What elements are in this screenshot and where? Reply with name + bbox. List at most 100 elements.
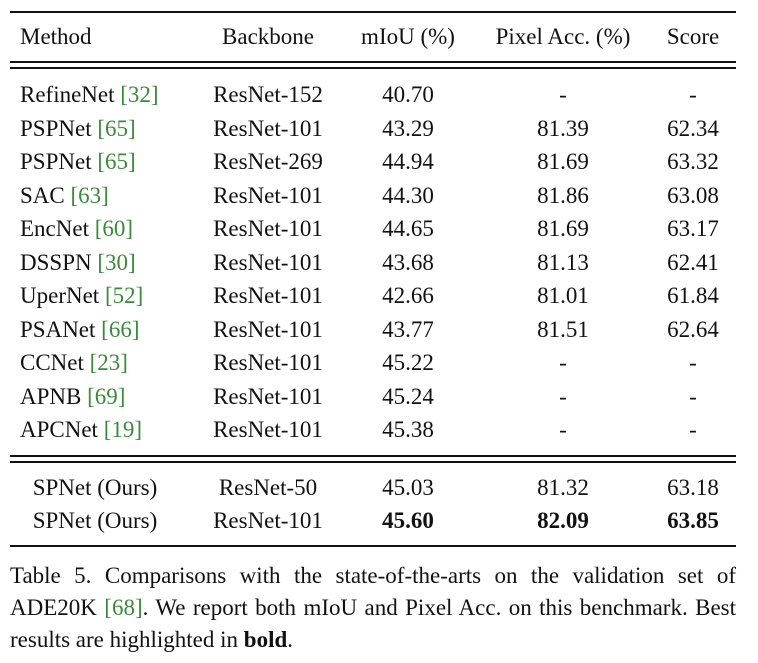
- rule: [10, 61, 736, 63]
- cell-pixel-acc: 81.86: [537, 182, 589, 208]
- method-name: EncNet: [20, 216, 89, 241]
- method-name: PSANet: [20, 316, 96, 342]
- header-cell: Method: [20, 24, 92, 49]
- citation: [23]: [89, 350, 128, 375]
- cell-backbone: ResNet-101: [213, 350, 323, 375]
- cell-backbone: ResNet-101: [213, 283, 323, 308]
- cell-miou: 43.77: [382, 316, 434, 342]
- cell-backbone: ResNet-101: [213, 249, 323, 275]
- cell-method: RefineNet [32]: [20, 80, 159, 110]
- cell-score: 63.08: [667, 182, 719, 208]
- cell-pixel-acc: 81.69: [537, 216, 589, 241]
- cell-miou: 44.94: [382, 149, 434, 174]
- header-cell: Backbone: [222, 24, 314, 49]
- cell-miou: 45.24: [382, 383, 434, 409]
- cell-miou: 42.66: [382, 283, 434, 308]
- method-name: SPNet (Ours): [32, 508, 158, 533]
- cell-miou: 44.65: [382, 216, 434, 241]
- cell-method: CCNet [23]: [20, 348, 128, 378]
- cell-pixel-acc: -: [559, 383, 567, 409]
- cell-pixel-acc: -: [559, 82, 567, 107]
- cell-pixel-acc: 81.32: [537, 475, 589, 500]
- caption-text: . We report both mIoU and Pixel Acc. on …: [10, 595, 736, 652]
- cell-pixel-acc: 81.13: [537, 249, 589, 275]
- method-name: RefineNet: [20, 82, 115, 107]
- cell-backbone: ResNet-101: [213, 115, 323, 141]
- rule: [10, 461, 736, 463]
- cell-backbone: ResNet-101: [213, 417, 323, 442]
- citation: [69]: [87, 383, 126, 409]
- rule: [10, 545, 736, 547]
- method-name: CCNet: [20, 350, 84, 375]
- cell-backbone: ResNet-152: [213, 82, 323, 107]
- cell-score: -: [689, 82, 697, 107]
- citation: [30]: [97, 249, 136, 275]
- citation: [63]: [70, 182, 109, 208]
- cell-backbone: ResNet-101: [213, 216, 323, 241]
- citation: [66]: [101, 316, 140, 342]
- cell-miou: 44.30: [382, 182, 434, 208]
- cell-backbone: ResNet-50: [218, 475, 318, 500]
- cell-miou: 43.68: [382, 249, 434, 275]
- caption-text: .: [287, 627, 294, 652]
- cell-backbone: ResNet-269: [213, 149, 323, 174]
- method-name: APCNet: [20, 417, 98, 442]
- cell-score: 63.17: [667, 216, 719, 241]
- rule: [10, 67, 736, 69]
- cell-backbone: ResNet-101: [213, 383, 323, 409]
- cell-score: -: [689, 417, 697, 442]
- header-cell: Score: [666, 24, 720, 49]
- cell-method: SPNet (Ours): [33, 473, 158, 503]
- rule: [10, 455, 736, 457]
- cell-method: UperNet [52]: [20, 281, 143, 311]
- rule: [10, 11, 736, 13]
- cell-miou: 40.70: [382, 82, 434, 107]
- caption-ref: [68]: [104, 595, 143, 620]
- cell-pixel-acc: -: [559, 350, 567, 375]
- cell-score: 61.84: [667, 283, 719, 308]
- cell-score: 62.41: [667, 249, 719, 275]
- cell-backbone: ResNet-101: [213, 316, 323, 342]
- caption: Table 5. Comparisons with the state-of-t…: [10, 560, 736, 656]
- cell-backbone: ResNet-101: [213, 508, 323, 533]
- cell-method: PSPNet [65]: [20, 147, 136, 177]
- cell-score: 62.64: [667, 316, 719, 342]
- cell-score: 63.18: [667, 475, 719, 500]
- cell-method: SPNet (Ours): [33, 506, 158, 536]
- cell-miou: 45.03: [382, 475, 434, 500]
- citation: [19]: [103, 417, 143, 442]
- citation: [52]: [104, 283, 144, 308]
- cell-method: PSPNet [65]: [20, 114, 136, 144]
- cell-miou: 45.38: [382, 417, 434, 442]
- citation: [60]: [94, 216, 134, 241]
- header-cell: Pixel Acc. (%): [495, 24, 631, 49]
- cell-score: 63.85: [667, 508, 719, 533]
- cell-pixel-acc: 82.09: [537, 508, 589, 533]
- cell-pixel-acc: 81.01: [537, 283, 589, 308]
- cell-miou: 45.22: [382, 350, 434, 375]
- cell-backbone: ResNet-101: [213, 182, 323, 208]
- method-name: PSPNet: [20, 115, 92, 141]
- citation: [32]: [120, 82, 159, 107]
- caption-bold: bold: [243, 627, 288, 652]
- cell-pixel-acc: 81.51: [537, 316, 589, 342]
- cell-pixel-acc: 81.39: [537, 115, 589, 141]
- cell-pixel-acc: 81.69: [537, 149, 589, 174]
- cell-method: APNB [69]: [20, 382, 125, 412]
- cell-score: 63.32: [667, 149, 719, 174]
- method-name: PSPNet: [20, 149, 92, 174]
- cell-method: SAC [63]: [20, 181, 109, 211]
- cell-method: DSSPN [30]: [20, 248, 136, 278]
- caption-text: Table 5. Comparisons with the state-of-t…: [10, 563, 736, 620]
- method-name: APNB: [20, 383, 82, 409]
- cell-method: PSANet [66]: [20, 315, 139, 345]
- citation: [65]: [97, 149, 136, 174]
- method-name: SAC: [20, 182, 65, 208]
- cell-score: 62.34: [667, 115, 719, 141]
- cell-miou: 45.60: [382, 508, 434, 533]
- cell-method: EncNet [60]: [20, 214, 133, 244]
- citation: [65]: [97, 115, 136, 141]
- header-cell: mIoU (%): [361, 24, 455, 49]
- cell-pixel-acc: -: [559, 417, 567, 442]
